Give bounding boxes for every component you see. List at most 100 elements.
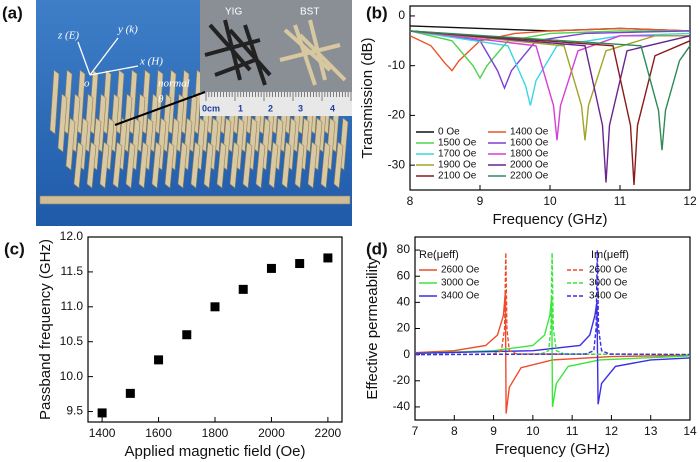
normal-line	[114, 91, 206, 126]
point	[97, 408, 107, 418]
y-axis-title: Effective permeability	[364, 257, 381, 400]
panel-label: (d)	[366, 239, 388, 258]
y-tick-label: 11.5	[61, 264, 84, 278]
fin	[73, 141, 84, 189]
fin	[164, 141, 175, 189]
stick	[279, 43, 341, 62]
photo-label: z (E)	[57, 30, 79, 42]
photo-label: x (H)	[139, 56, 163, 68]
y-tick-label: 10.5	[60, 334, 84, 348]
y-tick-label: 60	[397, 268, 411, 282]
series-line	[409, 27, 691, 72]
fin	[216, 141, 227, 189]
series-line	[414, 291, 691, 414]
x-tick-label: 10	[526, 424, 540, 438]
legend-label: 3400 Oe	[589, 291, 628, 302]
legend-label: 1600 Oe	[510, 138, 549, 149]
panel-label: (a)	[2, 3, 23, 22]
x-tick-label: 11	[614, 194, 627, 208]
fin	[268, 141, 279, 189]
fin	[65, 117, 76, 171]
fin	[112, 141, 123, 189]
x-axis-title: Applied magnetic field (Oe)	[125, 443, 306, 460]
x-axis-title: Frequency (GHz)	[492, 211, 607, 228]
point	[238, 284, 248, 294]
series-line	[409, 30, 691, 90]
fin	[203, 141, 214, 189]
x-tick-label: 8	[407, 194, 414, 208]
ruler-ticks	[205, 92, 352, 101]
legend-label: 3000 Oe	[441, 278, 480, 289]
series-line	[414, 302, 691, 405]
point	[266, 263, 276, 273]
legend-label: 1800 Oe	[510, 149, 549, 160]
stick	[243, 24, 267, 86]
photo-label: o	[84, 78, 90, 90]
stick	[214, 58, 256, 77]
fin	[229, 141, 240, 189]
fin	[320, 141, 331, 189]
series-line	[409, 30, 690, 141]
y-tick-label: 10.0	[60, 369, 84, 383]
fin	[281, 141, 292, 189]
inset-label: BST	[300, 7, 319, 18]
y-tick-label: 80	[397, 242, 411, 256]
ruler-label: 2	[268, 103, 273, 113]
x-tick-label: 12	[683, 194, 697, 208]
x-tick-label: 2000	[258, 426, 285, 440]
ruler-label: 0cm	[202, 103, 220, 113]
x-tick-label: 14	[683, 424, 697, 438]
y-tick-label: -20	[393, 373, 411, 387]
fin	[294, 141, 305, 189]
fin	[125, 141, 136, 189]
legend-label: 2100 Oe	[438, 171, 477, 182]
y-axis-title: Passband frequency (GHz)	[37, 239, 54, 420]
y-tick-label: -20	[388, 108, 406, 122]
x-tick-label: 8	[451, 424, 458, 438]
ruler-label: 3	[298, 103, 303, 113]
panel-label: (b)	[366, 3, 388, 22]
y-tick-label: 9.5	[66, 404, 83, 418]
fin	[138, 141, 149, 189]
y-tick-label: -40	[393, 399, 411, 413]
photo: z (E) y (k) x (H) o normal θ YIG BST 0cm…	[36, 0, 352, 226]
legend-label: 3000 Oe	[589, 278, 628, 289]
fin	[49, 69, 60, 135]
fin	[333, 141, 344, 189]
point	[125, 388, 135, 398]
x-tick-label: 1800	[202, 426, 229, 440]
ruler-label: 4	[330, 103, 335, 113]
fin	[86, 141, 97, 189]
stick	[228, 28, 272, 77]
legend-label: 1500 Oe	[438, 138, 477, 149]
x-tick-label: 10	[543, 194, 557, 208]
legend-label: 1700 Oe	[438, 149, 477, 160]
ruler	[200, 92, 352, 116]
point	[323, 253, 333, 263]
x-tick-label: 9	[477, 194, 484, 208]
x-tick-label: 11	[566, 424, 579, 438]
x-tick-label: 7	[412, 424, 419, 438]
axis-arrow	[77, 41, 91, 76]
point	[210, 302, 220, 312]
y-axis-title: Transmission (dB)	[359, 37, 376, 158]
y-tick-label: -10	[388, 58, 406, 72]
stick	[308, 19, 327, 81]
x-axis-title: Frequency (GHz)	[495, 441, 610, 458]
legend-label: 0 Oe	[438, 127, 460, 138]
fin	[242, 141, 253, 189]
series-line	[414, 252, 691, 356]
y-tick-label: -30	[388, 157, 406, 171]
y-tick-label: 12.0	[60, 229, 84, 243]
axis-arrow	[89, 65, 139, 76]
point	[182, 330, 192, 340]
series-line	[409, 30, 690, 141]
legend-label: 2600 Oe	[441, 265, 480, 276]
point	[295, 259, 305, 269]
x-tick-label: 1400	[89, 426, 116, 440]
photo-label: normal	[158, 78, 190, 90]
y-tick-label: 0	[398, 8, 405, 22]
legend-title: Im(μeff)	[591, 249, 629, 261]
series-line	[409, 30, 691, 183]
